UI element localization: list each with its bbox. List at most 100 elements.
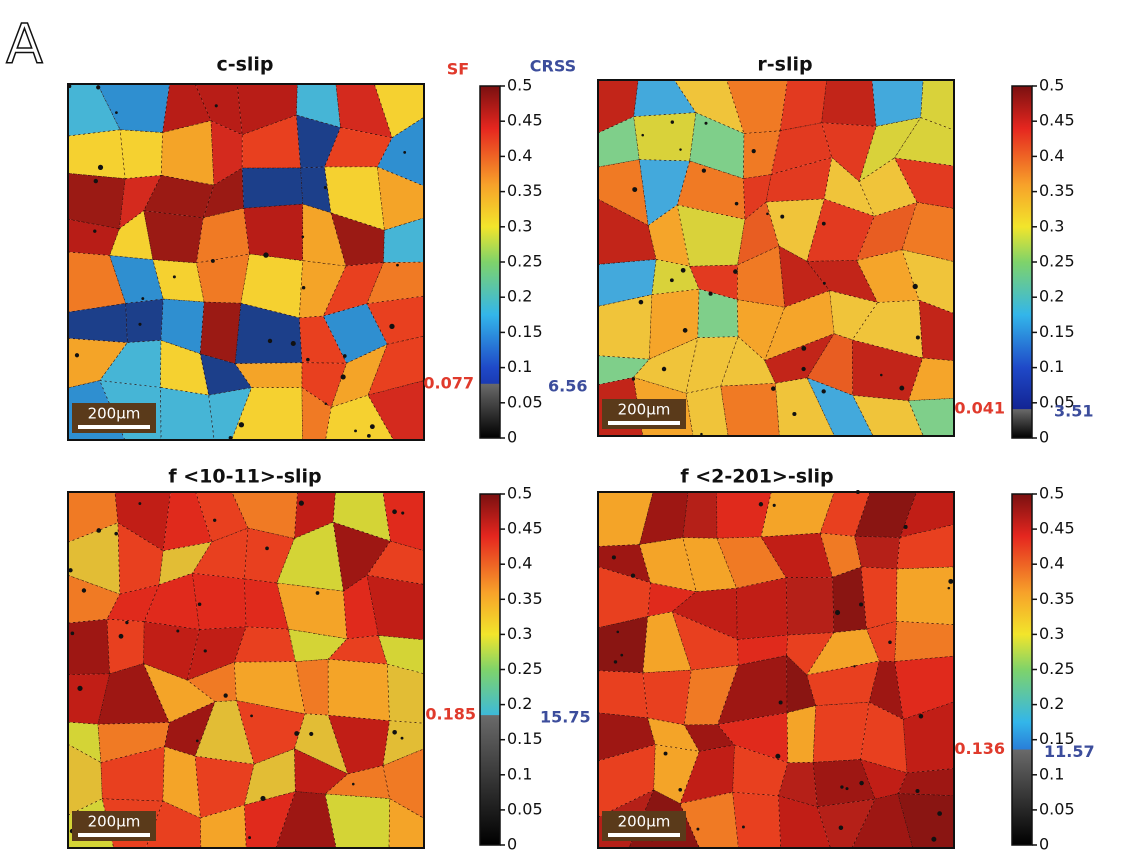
defect [664, 752, 668, 756]
defect [98, 165, 103, 170]
defect [176, 629, 179, 632]
grain [68, 619, 110, 674]
defect [840, 785, 843, 788]
defect [263, 252, 268, 257]
grain [68, 130, 125, 179]
grain [192, 573, 246, 629]
colorbar-tick-label: 0.05 [1039, 799, 1075, 818]
colorbar-tick-label: 0.4 [1039, 146, 1064, 165]
defect [138, 323, 141, 326]
grain-map [598, 490, 954, 848]
panel-title: r-slip [757, 54, 812, 76]
defect [196, 740, 199, 743]
defect [141, 297, 144, 300]
sf-threshold-label: 0.136 [954, 739, 1005, 758]
colorbar-tick-label: 0.35 [507, 181, 543, 200]
defect [75, 353, 79, 357]
defect [309, 732, 313, 736]
grain [144, 211, 204, 263]
grain-map [598, 80, 954, 436]
grain [737, 578, 788, 640]
colorbar-tick-label: 0.25 [507, 659, 543, 678]
defect [801, 346, 806, 351]
colorbar-tick-label: 0 [507, 428, 517, 447]
grain [787, 706, 816, 763]
colorbar-tick-label: 0.5 [507, 484, 532, 503]
grain [683, 492, 717, 538]
colorbar-tick-label: 0.5 [1039, 484, 1064, 503]
colorbar-tick-label: 0.3 [507, 624, 532, 643]
defect [325, 403, 328, 406]
colorbar-tick-label: 0.25 [1039, 659, 1075, 678]
grain [897, 567, 954, 625]
defect [265, 547, 269, 551]
defect [370, 424, 375, 429]
grain [822, 80, 877, 126]
defect [822, 389, 826, 393]
defect [937, 811, 942, 816]
defect [352, 783, 355, 786]
sf-threshold-region [480, 384, 500, 438]
defect [779, 700, 783, 704]
grain [786, 577, 834, 635]
defect [702, 169, 706, 173]
defect [401, 511, 404, 514]
defect [215, 104, 218, 107]
defect [839, 825, 844, 830]
defect [316, 591, 320, 595]
defect [125, 621, 128, 624]
defect [681, 268, 686, 273]
defect [679, 148, 681, 150]
defect [631, 573, 635, 577]
defect [822, 222, 826, 226]
defect [632, 187, 637, 192]
defect [735, 202, 739, 206]
defect [845, 787, 848, 790]
defect [888, 641, 892, 645]
defect [766, 212, 769, 215]
colorbar-tick-label: 0.45 [507, 111, 543, 130]
defect [913, 284, 918, 289]
colorbar-tick-label: 0.2 [1039, 287, 1064, 306]
colorbar-tick-label: 0.35 [1039, 181, 1075, 200]
defect [291, 341, 296, 346]
defect [678, 788, 682, 792]
defect [771, 386, 775, 390]
defect [620, 654, 623, 657]
defect [823, 282, 826, 285]
colorbar-tick-label: 0.1 [1039, 357, 1064, 376]
colorbar-tick-label: 0.1 [507, 357, 532, 376]
defect [389, 324, 394, 329]
colorbar-tick-label: 0.35 [1039, 589, 1075, 608]
panel-title: f <2-201>-slip [680, 466, 833, 488]
defect [614, 660, 617, 663]
panel-title: f <10-11>-slip [168, 466, 321, 488]
scale-bar-label: 200µm [88, 813, 141, 831]
colorbar-tick-label: 0.25 [1039, 252, 1075, 271]
colorbar-tick-label: 0.15 [507, 729, 543, 748]
defect [752, 149, 756, 153]
defect [248, 836, 251, 839]
grain [895, 621, 954, 661]
defect [632, 378, 635, 381]
defect [396, 264, 399, 267]
grain [733, 792, 781, 848]
grain [161, 387, 215, 440]
colorbar-tick-label: 0.2 [1039, 694, 1064, 713]
defect [299, 501, 304, 506]
grain [242, 168, 303, 208]
defect [77, 686, 82, 691]
defect [324, 186, 327, 189]
grain [721, 383, 780, 436]
colorbar-tick-label: 0.4 [507, 554, 532, 573]
defect [742, 826, 745, 829]
defect [250, 715, 253, 718]
colorbar [1012, 86, 1032, 438]
defect [696, 828, 699, 831]
colorbar-tick-label: 0.3 [1039, 216, 1064, 235]
defect [302, 286, 305, 289]
defect [759, 502, 763, 506]
defect [792, 412, 796, 416]
crss-value-label: 15.75 [540, 708, 591, 727]
defect [204, 649, 207, 652]
